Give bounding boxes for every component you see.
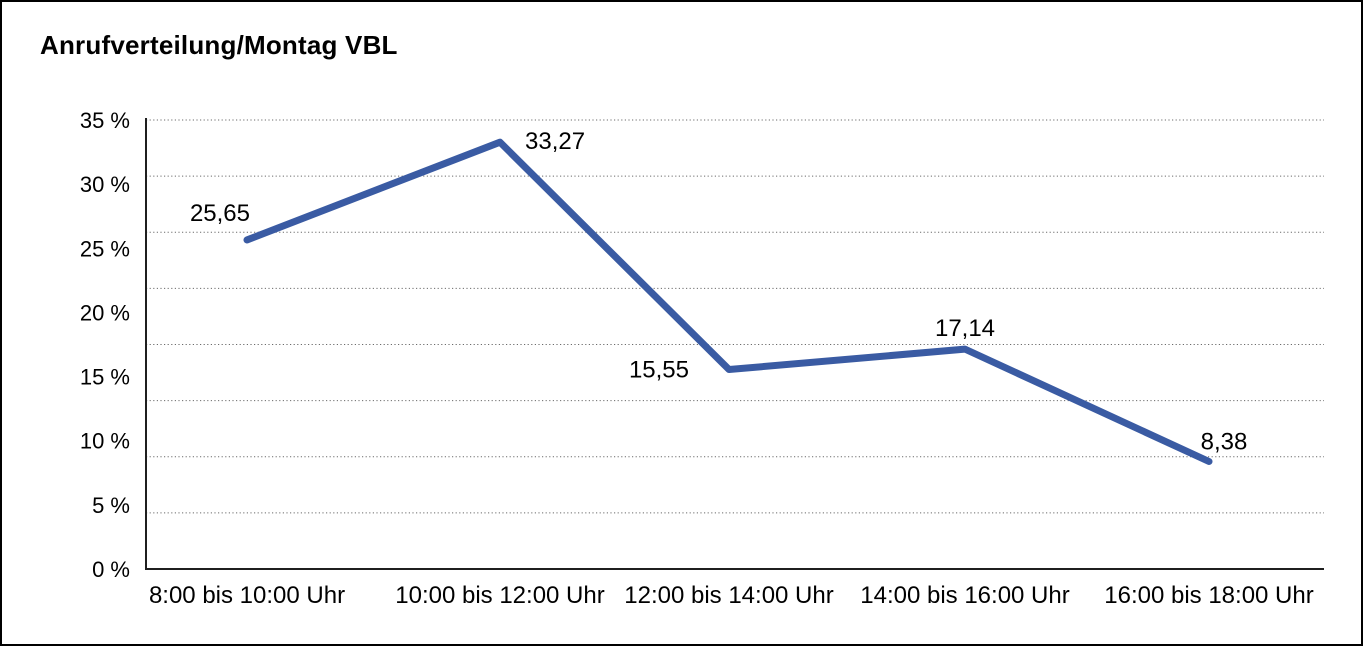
x-tick-label: 8:00 bis 10:00 Uhr: [149, 582, 345, 609]
y-tick-label: 25 %: [80, 236, 130, 261]
x-tick-label: 10:00 bis 12:00 Uhr: [395, 582, 604, 609]
data-label: 8,38: [1201, 428, 1248, 455]
data-label: 17,14: [935, 315, 995, 342]
chart-title: Anrufverteilung/Montag VBL: [40, 30, 398, 60]
y-tick-label: 30 %: [80, 172, 130, 197]
x-tick-label: 12:00 bis 14:00 Uhr: [624, 582, 833, 609]
y-tick-label: 0 %: [92, 557, 130, 582]
y-tick-label: 35 %: [80, 108, 130, 133]
data-label: 25,65: [190, 200, 250, 227]
data-line: [243, 138, 1213, 465]
data-label: 15,55: [629, 357, 689, 384]
y-tick-label: 10 %: [80, 429, 130, 454]
x-tick-label: 16:00 bis 18:00 Uhr: [1104, 582, 1313, 609]
x-tick-label: 14:00 bis 16:00 Uhr: [860, 582, 1069, 609]
data-label: 33,27: [525, 128, 585, 155]
y-tick-label: 5 %: [92, 493, 130, 518]
y-tick-label: 15 %: [80, 365, 130, 390]
y-tick-label: 20 %: [80, 300, 130, 325]
